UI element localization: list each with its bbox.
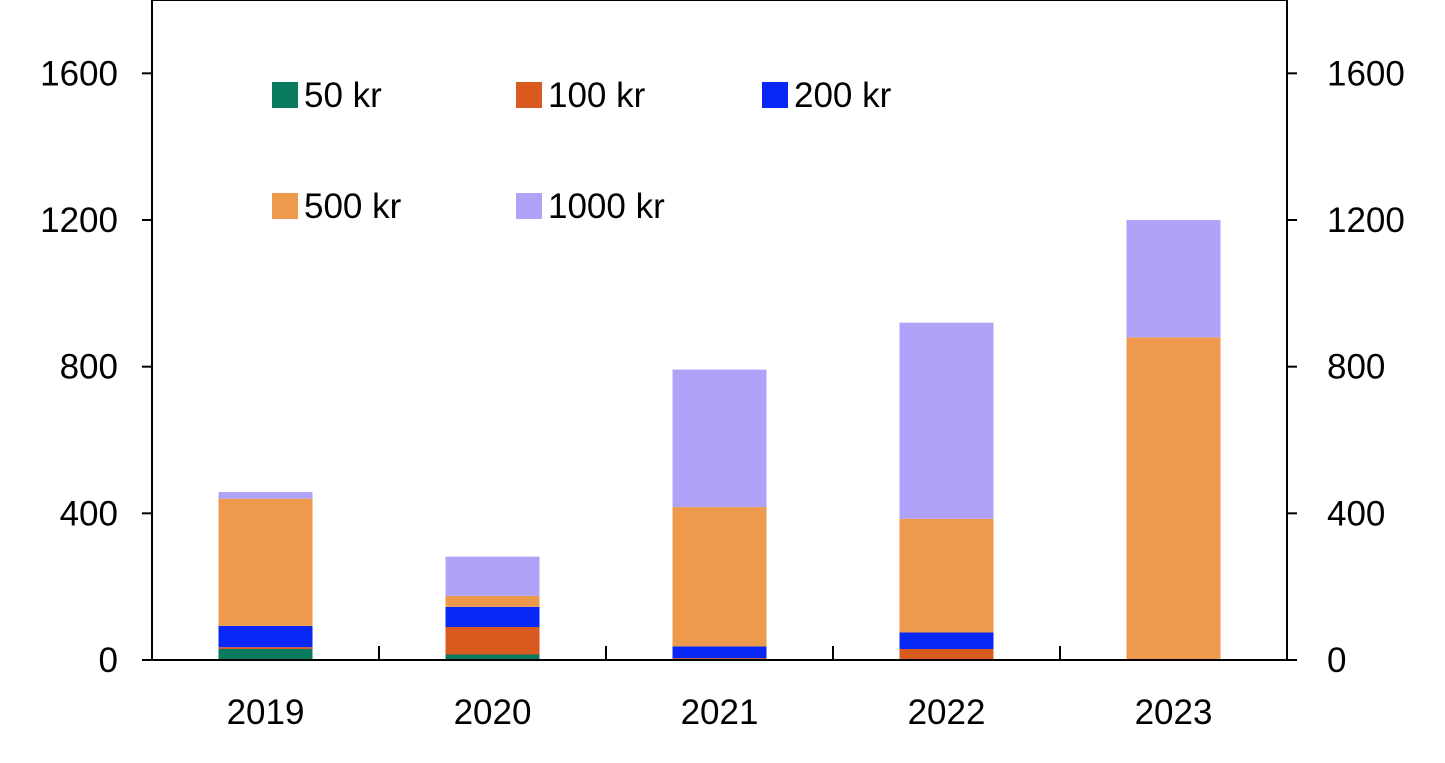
bar-2019-100kr	[218, 647, 313, 649]
bar-2021-1000kr	[672, 369, 767, 508]
bar-2023-1000kr	[1126, 220, 1221, 338]
bar-2021-200kr	[672, 646, 767, 659]
bar-2020-500kr	[445, 595, 540, 607]
bar-2022-1000kr	[899, 322, 994, 519]
y-tick-label-right: 1600	[1327, 54, 1405, 93]
bar-2020-1000kr	[445, 556, 540, 596]
bar-2019-1000kr	[218, 492, 313, 499]
axes-layer: 0 400 800 1200 1600 0 400 800 1200 1600 2019 2020 20…	[40, 54, 1405, 732]
y-tick-label-left: 400	[60, 494, 118, 533]
x-tick-label: 2021	[681, 693, 759, 732]
bar-2019-500kr	[218, 498, 313, 626]
y-tick-label-left: 1600	[40, 54, 118, 93]
legend: 50 kr 100 kr 200 kr 500 kr 1000 kr	[272, 76, 892, 226]
y-tick-label-left: 0	[99, 641, 118, 680]
y-tick-label-right: 400	[1327, 494, 1385, 533]
bar-2020-50kr	[445, 654, 540, 660]
bar-2022-500kr	[899, 518, 994, 633]
legend-label-500kr: 500 kr	[304, 187, 402, 226]
bar-2022-100kr	[899, 649, 994, 660]
x-tick-label: 2019	[227, 693, 305, 732]
bars-layer	[218, 220, 1221, 660]
legend-label-200kr: 200 kr	[794, 76, 892, 115]
y-tick-label-left: 1200	[40, 201, 118, 240]
legend-swatch-50kr	[272, 82, 298, 108]
bar-2022-200kr	[899, 632, 994, 649]
y-tick-label-right: 1200	[1327, 201, 1405, 240]
x-tick-label: 2023	[1135, 693, 1213, 732]
x-tick-label: 2022	[908, 693, 986, 732]
bar-2021-500kr	[672, 507, 767, 647]
legend-swatch-200kr	[762, 82, 788, 108]
x-tick-label: 2020	[454, 693, 532, 732]
y-tick-label-right: 800	[1327, 348, 1385, 387]
legend-label-100kr: 100 kr	[548, 76, 646, 115]
legend-swatch-500kr	[272, 193, 298, 219]
legend-label-1000kr: 1000 kr	[548, 187, 665, 226]
plot-frame	[151, 0, 1288, 661]
y-tick-label-left: 800	[60, 348, 118, 387]
bar-2019-200kr	[218, 625, 313, 648]
y-tick-label-right: 0	[1327, 641, 1346, 680]
bar-2023-500kr	[1126, 337, 1221, 660]
bar-2020-100kr	[445, 627, 540, 655]
bar-2020-200kr	[445, 606, 540, 627]
legend-swatch-100kr	[516, 82, 542, 108]
legend-label-50kr: 50 kr	[304, 76, 382, 115]
legend-swatch-1000kr	[516, 193, 542, 219]
bar-2019-50kr	[218, 649, 313, 660]
